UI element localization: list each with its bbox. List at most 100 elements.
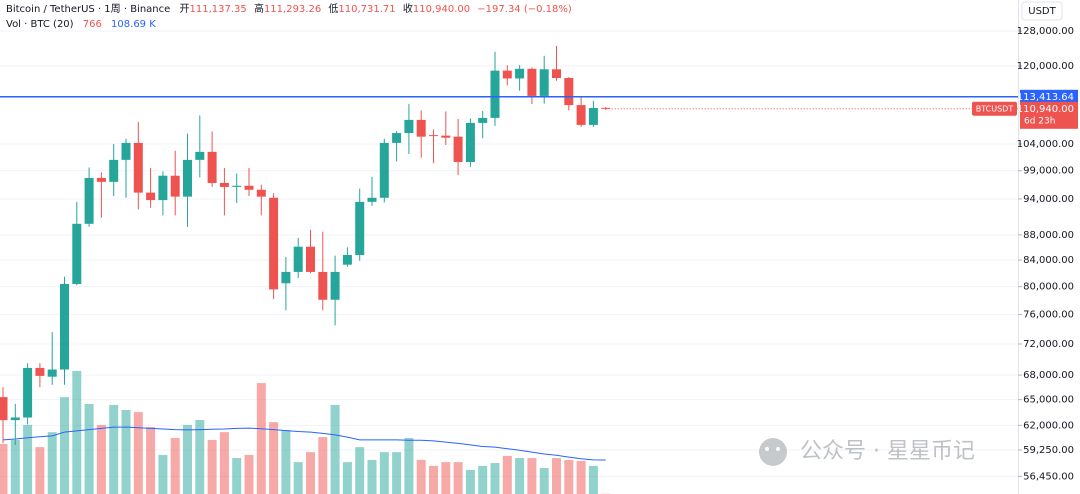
candle-body	[552, 69, 561, 79]
y-tick-label: 104,000.00	[1017, 139, 1074, 150]
volume-bar	[109, 404, 119, 494]
y-tick-label: 94,000.00	[1023, 194, 1074, 205]
candle-body	[146, 192, 156, 201]
y-tick-label: 128,000.00	[1017, 26, 1074, 37]
watermark-text: 公众号 · 星星币记	[800, 439, 975, 464]
symbol: Bitcoin / TetherUS · 1周 · Binance	[6, 3, 170, 15]
volume-bar	[379, 452, 389, 494]
candle-body	[158, 175, 168, 201]
volume-value: 766	[83, 19, 102, 30]
y-tick-label: 120,000.00	[1017, 61, 1074, 72]
watermark-icon	[776, 447, 780, 451]
candle-body	[195, 151, 205, 160]
volume-bar	[318, 437, 328, 494]
candle-body	[502, 70, 512, 79]
volume-ma-line	[2, 426, 606, 461]
volume-pane	[0, 370, 611, 494]
candle-body	[342, 254, 352, 265]
volume-bar	[244, 454, 254, 494]
y-tick-label: 65,000.00	[1023, 395, 1074, 406]
volume-bar	[146, 427, 156, 494]
y-tick-label: 76,000.00	[1023, 310, 1074, 321]
volume-bar	[502, 455, 512, 494]
ohlc-value: 110,940.00	[413, 4, 470, 15]
candles	[0, 46, 611, 446]
candle-body	[379, 142, 389, 198]
volume-bar	[588, 465, 598, 494]
y-tick-label: 59,250.00	[1023, 445, 1074, 456]
volume-bar	[47, 432, 57, 494]
countdown-label: 6d 23h	[1024, 116, 1055, 126]
volume-bar	[256, 383, 266, 494]
candle-body	[207, 151, 217, 183]
volume-bar	[60, 397, 69, 494]
symbol-line: Bitcoin / TetherUS · 1周 · Binance 开111,1…	[6, 2, 572, 15]
candle-body	[84, 177, 94, 224]
ohlc-value: 111,293.26	[264, 4, 321, 15]
volume-bar	[342, 462, 352, 494]
volume-legend: Vol · BTC (20) 766 108.69 K	[6, 19, 156, 30]
volume-bar	[10, 439, 20, 494]
y-tick-label: 72,000.00	[1023, 339, 1074, 350]
volume-bar	[281, 429, 291, 494]
volume-bar	[293, 462, 303, 494]
ohlc-label: 高	[254, 2, 264, 15]
candle-body	[306, 246, 315, 272]
volume-bar	[207, 439, 217, 494]
y-tick-label: 80,000.00	[1023, 282, 1074, 293]
candle-body	[429, 135, 438, 137]
volume-bar	[539, 468, 549, 494]
y-tick-label: 84,000.00	[1023, 255, 1074, 266]
volume-bar	[453, 462, 463, 494]
candle-body	[330, 271, 340, 300]
candle-body	[121, 142, 131, 160]
candle-body	[232, 185, 242, 187]
candle-body	[47, 369, 57, 377]
candle-body	[293, 246, 303, 272]
candle-body	[441, 135, 451, 138]
volume-bar	[490, 463, 500, 494]
candle-body	[219, 182, 229, 187]
candle-body	[10, 417, 20, 421]
candle-body	[318, 271, 328, 300]
currency-label[interactable]: USDT	[1028, 6, 1056, 17]
volume-bar	[527, 458, 537, 494]
candle-body	[183, 159, 192, 197]
candle-body	[256, 189, 266, 197]
volume-bar	[330, 404, 340, 494]
symbol-tag	[972, 101, 1017, 116]
volume-bar	[133, 412, 143, 494]
volume-bar	[355, 447, 365, 494]
currency-box[interactable]	[1021, 1, 1063, 21]
candle-body	[35, 367, 45, 376]
ohlc-value: 111,137.35	[189, 4, 246, 15]
volume-bar	[515, 458, 525, 494]
price-line-label: 113,413.64	[1017, 92, 1074, 103]
volume-bar	[576, 460, 586, 494]
volume-bar	[269, 422, 279, 494]
candle-body	[588, 108, 598, 125]
volume-bar	[0, 444, 8, 494]
candle-body	[416, 119, 426, 137]
volume-bar	[121, 409, 131, 494]
candle-body	[269, 197, 279, 290]
volume-bar	[429, 465, 438, 494]
candle-body	[453, 136, 463, 163]
candle-body	[367, 197, 377, 202]
ohlc-label: 收	[403, 2, 413, 15]
volume-bar	[219, 432, 229, 494]
ohlc-label: 低	[328, 2, 338, 15]
candle-body	[96, 177, 106, 182]
last-price-tag	[1020, 101, 1078, 129]
y-tick-label: 56,450.00	[1023, 471, 1074, 482]
candle-body	[392, 133, 402, 143]
candle-body	[355, 201, 365, 255]
volume-bar	[478, 465, 488, 494]
symbol-tag-label: BTCUSDT	[976, 104, 1014, 113]
candle-body	[404, 119, 414, 134]
ohlc-value: 110,731.71	[338, 4, 395, 15]
last-price-label: 110,940.00	[1017, 104, 1074, 115]
y-tick-label: 68,000.00	[1023, 370, 1074, 381]
candle-body	[515, 68, 525, 79]
